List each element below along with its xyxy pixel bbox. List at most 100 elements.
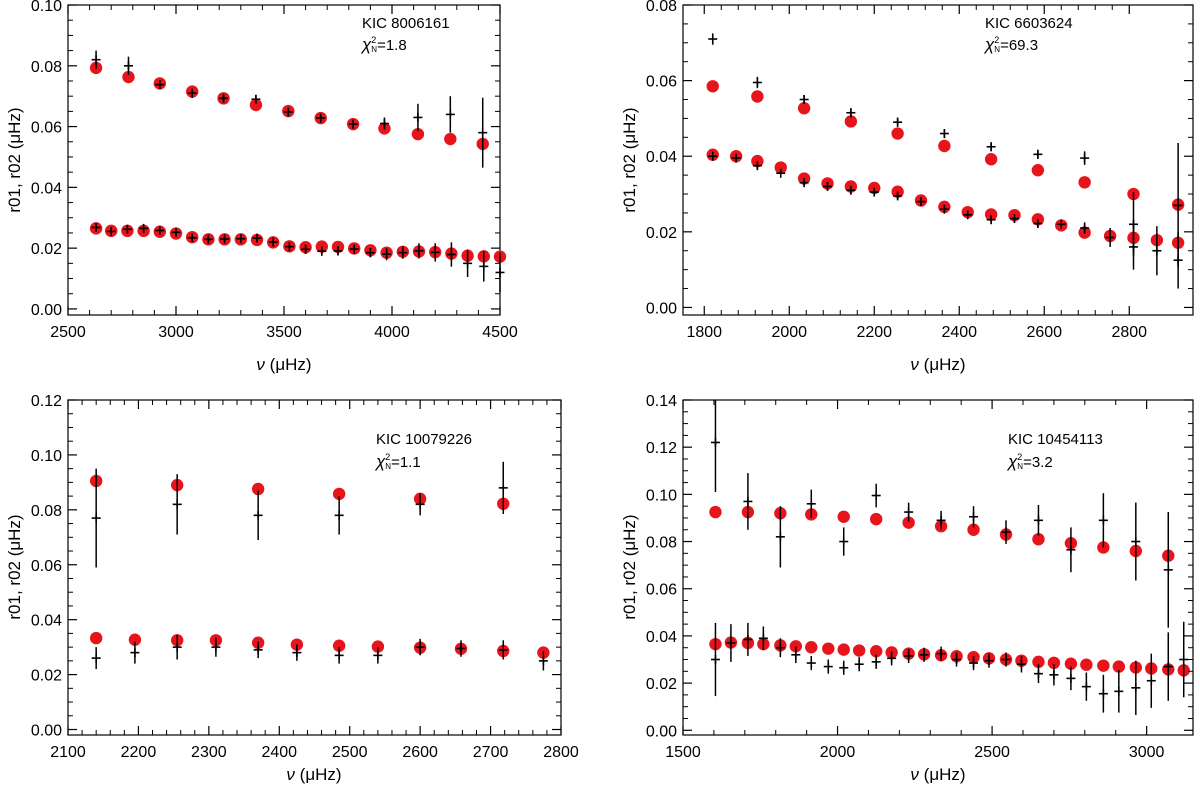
- observed-point: [743, 473, 753, 530]
- observed-point: [708, 33, 718, 45]
- observed-point: [806, 655, 816, 671]
- observed-point: [823, 181, 832, 191]
- y-tick-label: 0.12: [646, 440, 677, 457]
- observed-point: [1010, 214, 1019, 224]
- x-tick-label: 2200: [121, 744, 157, 761]
- model-point: [1064, 657, 1078, 670]
- model-point: [984, 208, 998, 221]
- model-point: [805, 641, 818, 654]
- model-point: [251, 482, 265, 496]
- x-tick-label: 2500: [50, 324, 86, 341]
- y-tick-label: 0.04: [646, 149, 677, 166]
- observed-point: [904, 502, 914, 522]
- y-tick-label: 0.06: [646, 582, 677, 599]
- model-point: [128, 633, 142, 646]
- observed-point: [869, 187, 879, 197]
- model-point: [751, 90, 764, 103]
- x-tick-label: 2600: [1026, 324, 1062, 341]
- observed-point: [731, 153, 741, 163]
- observed-point: [963, 210, 973, 220]
- observed-point: [710, 400, 720, 493]
- y-tick-label: 0.10: [31, 0, 62, 15]
- observed-point: [1098, 493, 1108, 548]
- x-tick-label: 2400: [261, 744, 297, 761]
- model-point: [89, 631, 103, 645]
- observed-point: [969, 655, 979, 671]
- star-label: KIC 10454113: [1008, 431, 1103, 448]
- observed-point: [708, 151, 718, 161]
- observed-point: [91, 222, 101, 232]
- observed-point: [1066, 666, 1076, 691]
- observed-point: [253, 490, 263, 541]
- observed-point: [463, 249, 473, 278]
- observed-point: [893, 117, 903, 127]
- observed-point: [1033, 149, 1043, 159]
- x-tick-label: 1800: [686, 324, 722, 341]
- marks: [709, 400, 1190, 715]
- observed-point: [1131, 502, 1141, 581]
- observed-point: [334, 496, 344, 535]
- observed-point: [752, 76, 762, 89]
- y-tick-label: 0.02: [31, 668, 62, 685]
- marks: [706, 33, 1185, 289]
- observed-point: [415, 638, 425, 656]
- ticks: 2100 2200 2300 2400 2500 2600 2700 2800 0.00 0.02…: [31, 393, 579, 761]
- x-tick-label: 2700: [473, 744, 509, 761]
- y-tick-label: 0.06: [646, 74, 677, 91]
- model-point: [967, 523, 980, 536]
- x-axis-label: ν (μHz): [286, 765, 341, 784]
- observed-point: [799, 94, 809, 105]
- observed-point: [823, 659, 833, 674]
- observed-point: [130, 641, 140, 664]
- y-tick-label: 0.08: [31, 59, 62, 76]
- observed-point: [498, 640, 508, 660]
- observed-point: [893, 191, 903, 201]
- x-tick-label: 4500: [482, 324, 518, 341]
- y-tick-label: 0.08: [646, 0, 677, 15]
- observed-point: [538, 651, 548, 671]
- marks: [89, 461, 550, 671]
- observed-point: [887, 651, 897, 666]
- x-tick-label: 2800: [543, 744, 579, 761]
- y-tick-label: 0.10: [31, 448, 62, 465]
- observed-point: [839, 527, 849, 556]
- observed-point: [379, 117, 389, 130]
- y-tick-label: 0.04: [31, 613, 62, 630]
- model-point: [332, 639, 346, 652]
- y-tick-label: 0.00: [31, 302, 62, 319]
- panel-kic-10079226: 2100 2200 2300 2400 2500 2600 2700 2800 0.00 0.02…: [5, 393, 579, 784]
- y-tick-label: 0.02: [31, 241, 62, 258]
- observed-point: [775, 506, 785, 568]
- observed-point: [292, 644, 302, 661]
- observed-point: [758, 626, 768, 651]
- observed-point: [252, 233, 262, 243]
- model-point: [984, 153, 998, 166]
- chi2-label: χ2 N=1.8: [360, 35, 407, 54]
- observed-point: [413, 103, 423, 132]
- observed-point: [1098, 674, 1108, 713]
- observed-point: [743, 622, 753, 656]
- observed-point: [969, 506, 979, 528]
- observed-point: [1163, 632, 1173, 701]
- plot-frame: [682, 4, 1194, 316]
- observed-point: [172, 634, 182, 660]
- observed-point: [1081, 672, 1091, 701]
- model-point: [371, 640, 385, 653]
- model-point: [852, 644, 866, 657]
- x-tick-label: 2500: [974, 744, 1010, 761]
- chi2-label: χ2 N=69.3: [983, 35, 1038, 54]
- x-tick-label: 2100: [50, 744, 86, 761]
- x-tick-label: 1500: [665, 744, 701, 761]
- x-axis-label: ν (μHz): [910, 765, 965, 784]
- observed-point: [854, 657, 864, 672]
- y-tick-label: 0.00: [646, 723, 677, 740]
- observed-point: [1033, 504, 1043, 536]
- observed-point: [1114, 670, 1124, 713]
- observed-point: [91, 647, 101, 670]
- observed-point: [446, 242, 456, 267]
- observed-point: [187, 233, 197, 243]
- observed-point: [791, 646, 801, 664]
- x-axis-label: ν (μHz): [910, 355, 965, 374]
- y-tick-label: 0.04: [31, 180, 62, 197]
- observed-point: [203, 234, 213, 244]
